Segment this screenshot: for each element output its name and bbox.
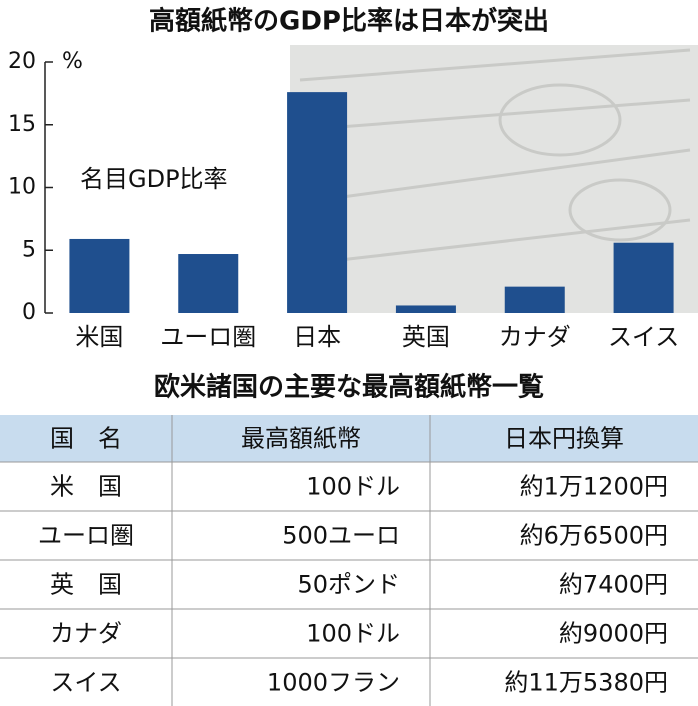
annotation: 名目GDP比率 [80,165,228,193]
table-cell: 500ユーロ [282,522,400,550]
y-tick-label: 0 [22,300,36,325]
bar [613,242,674,313]
table-cell: 100ドル [306,620,400,648]
y-tick-label: 20 [8,49,36,74]
table-header-bg [0,415,698,462]
table-cell: 100ドル [306,473,400,501]
bar [69,238,130,313]
table-cell: 米 国 [50,473,122,501]
y-tick-label: 15 [8,112,36,137]
x-tick-label: 米国 [75,323,123,351]
table-header-cell: 日本円換算 [504,425,624,453]
bar [395,305,456,313]
table-cell: 約9000円 [559,620,668,648]
table-cell: 英 国 [50,571,122,599]
x-tick-label: 日本 [293,323,341,351]
x-tick-label: 英国 [402,323,450,351]
bar [178,254,239,313]
table-title: 欧米諸国の主要な最高額紙幣一覧 [154,372,544,403]
y-tick-label: 10 [8,175,36,200]
table-header-cell: 国 名 [50,425,122,453]
chart-title: 高額紙幣のGDP比率は日本が突出 [149,6,549,37]
table-cell: 約6万6500円 [520,522,668,550]
x-tick-label: カナダ [499,323,571,351]
y-axis-label: % [62,49,83,74]
x-tick-label: ユーロ圏 [160,323,256,351]
table-cell: 約11万5380円 [504,669,668,697]
banknote-decoration [299,48,691,262]
bar [504,286,565,313]
table-cell: ユーロ圏 [38,522,134,550]
table-cell: 50ポンド [297,571,400,599]
table-header-cell: 最高額紙幣 [241,425,361,453]
table-cell: 約1万1200円 [520,473,668,501]
table-cell: 約7400円 [559,571,668,599]
table-cell: 1000フラン [267,669,400,697]
table-cell: スイス [50,669,121,697]
table-cell: カナダ [50,620,122,648]
bar [287,92,348,314]
x-tick-label: スイス [608,323,679,351]
y-tick-label: 5 [22,237,36,262]
